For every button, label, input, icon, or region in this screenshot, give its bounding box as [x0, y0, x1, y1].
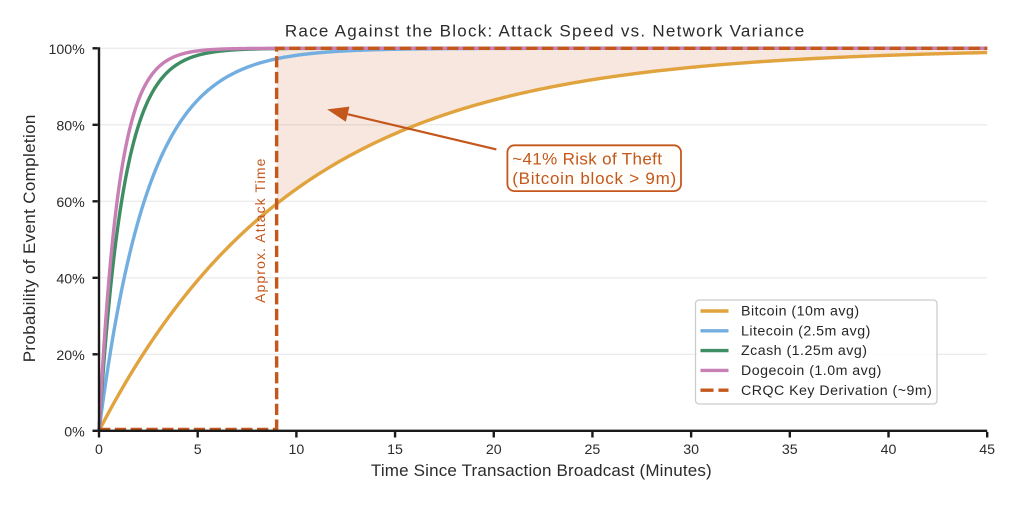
svg-text:0%: 0%	[64, 425, 85, 441]
svg-text:0: 0	[95, 442, 103, 458]
svg-text:Race Against the Block: Attack: Race Against the Block: Attack Speed vs.…	[285, 21, 806, 40]
svg-text:Probability of Event Completio: Probability of Event Completion	[20, 114, 39, 362]
svg-text:20: 20	[486, 442, 502, 458]
svg-text:Zcash (1.25m avg): Zcash (1.25m avg)	[741, 343, 867, 359]
svg-text:10: 10	[288, 442, 304, 458]
svg-text:100%: 100%	[49, 42, 86, 58]
svg-text:Litecoin (2.5m avg): Litecoin (2.5m avg)	[741, 323, 871, 339]
svg-text:35: 35	[782, 442, 798, 458]
svg-text:(Bitcoin block > 9m): (Bitcoin block > 9m)	[512, 169, 677, 188]
svg-text:45: 45	[979, 442, 995, 458]
svg-text:80%: 80%	[56, 119, 85, 135]
svg-text:30: 30	[683, 442, 699, 458]
svg-text:CRQC Key Derivation (~9m): CRQC Key Derivation (~9m)	[741, 383, 932, 399]
svg-text:Time Since Transaction Broadca: Time Since Transaction Broadcast (Minute…	[371, 461, 712, 480]
svg-text:Approx. Attack Time: Approx. Attack Time	[252, 157, 268, 302]
svg-text:40%: 40%	[56, 272, 85, 288]
svg-text:20%: 20%	[56, 348, 85, 364]
svg-text:60%: 60%	[56, 195, 85, 211]
svg-text:25: 25	[585, 442, 601, 458]
svg-text:5: 5	[194, 442, 202, 458]
svg-text:Dogecoin (1.0m avg): Dogecoin (1.0m avg)	[741, 363, 882, 379]
svg-text:40: 40	[881, 442, 897, 458]
svg-text:Bitcoin (10m avg): Bitcoin (10m avg)	[741, 304, 860, 320]
svg-text:15: 15	[387, 442, 403, 458]
svg-text:~41% Risk of Theft: ~41% Risk of Theft	[512, 149, 662, 168]
